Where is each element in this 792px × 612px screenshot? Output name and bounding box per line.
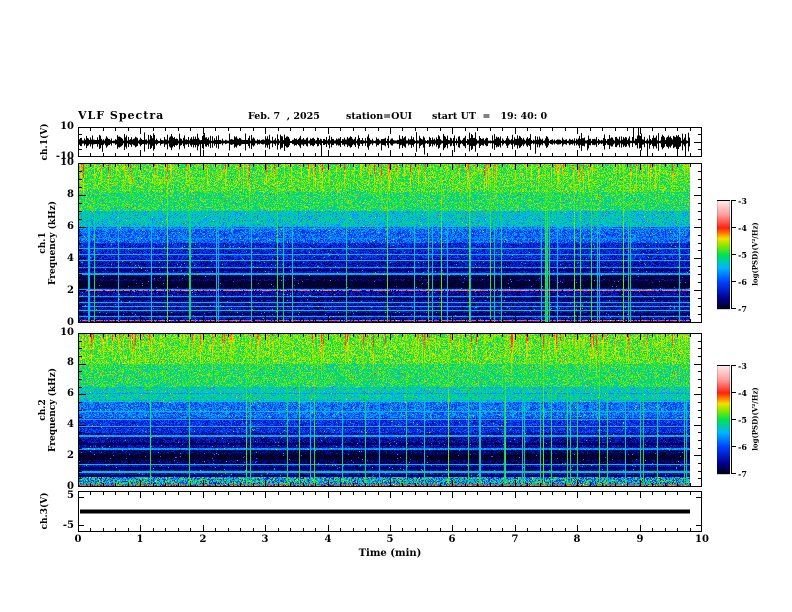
ch2-freq-tick-label: 4 [67,419,74,430]
colorbar-tick [731,308,736,309]
time-tick-label: 0 [74,534,82,545]
ch3v-tick-label: -5 [62,520,74,531]
figure-title: VLF Spectra [78,109,165,122]
time-tick-label: 3 [261,534,269,545]
colorbar-tick [731,473,736,474]
ch3v-tick-label: 5 [67,490,74,501]
colorbar-tick [731,254,736,255]
start-ut-label: start UT = 19: 40: 0 [432,111,548,122]
ch2-freq-tick-label: 8 [67,357,74,368]
time-axis-label: Time (min) [358,548,422,559]
colorbar-tick-label: -4 [738,388,747,398]
ch2-freq-tick-label: 10 [60,327,74,338]
ch2-freq-tick-label: 6 [67,388,74,399]
colorbar-tick-label: -3 [738,196,747,206]
colorbar-tick-label: -7 [738,304,747,314]
ch2-spectrogram-plot [78,333,702,487]
station-label: station=OUI [346,111,413,122]
time-tick-label: 1 [136,534,144,545]
ch2-frequency-axis-label: ch.2 Frequency (kHz) [38,367,58,453]
colorbar-ch1-unit-label: log(PSD)(V²/Hz) [750,222,760,286]
ch1-freq-tick-label: 2 [67,285,74,296]
time-tick-label: 5 [386,534,394,545]
time-tick-label: 2 [199,534,207,545]
ch1v-tick-label: 10 [60,121,74,132]
colorbar-tick-label: -3 [738,361,747,371]
colorbar-tick [731,227,736,228]
ch1-freq-tick-label: 10 [60,157,74,168]
colorbar-tick-label: -5 [738,250,747,260]
time-tick-label: 4 [324,534,332,545]
colorbar-tick-label: -5 [738,415,747,425]
colorbar-tick [731,419,736,420]
ch1-freq-tick-label: 6 [67,221,74,232]
colorbar-ch2 [717,365,730,475]
colorbar-tick-label: -7 [738,469,747,479]
colorbar-ch1 [717,200,730,310]
colorbar-tick-label: -6 [738,277,747,287]
ch2-freq-tick-label: 2 [67,450,74,461]
ch1-waveform-plot [78,127,702,157]
colorbar-tick [731,392,736,393]
ch1-freq-tick-label: 4 [67,253,74,264]
colorbar-tick [731,200,736,201]
date-label: Feb. 7 , 2025 [248,111,320,122]
time-tick-label: 8 [573,534,581,545]
ch1-frequency-axis-label: ch.1 Frequency (kHz) [38,200,58,286]
ch1-freq-tick-label: 0 [67,317,74,328]
colorbar-ch2-unit-label: log(PSD)(V²/Hz) [750,387,760,451]
time-tick-label: 6 [448,534,456,545]
time-tick-label: 10 [695,534,709,545]
time-tick-label: 9 [636,534,644,545]
ch3-trace-plot [78,491,702,532]
colorbar-tick-label: -4 [738,223,747,233]
colorbar-tick [731,446,736,447]
ch1-spectrogram-plot [78,163,702,323]
ch2-freq-tick-label: 0 [67,481,74,492]
colorbar-tick-label: -6 [738,442,747,452]
ch1v-tick-label: -10 [55,151,74,162]
ch1-freq-tick-label: 8 [67,189,74,200]
colorbar-tick [731,365,736,366]
time-tick-label: 7 [511,534,519,545]
colorbar-tick [731,281,736,282]
